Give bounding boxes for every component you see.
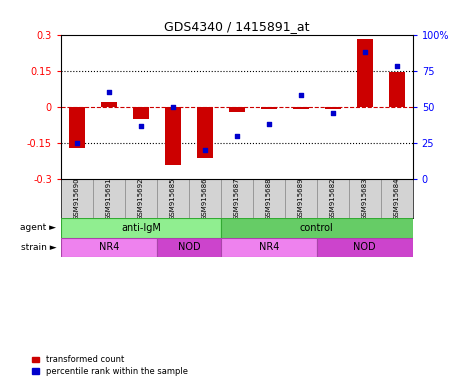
Text: GSM915686: GSM915686	[202, 177, 208, 220]
Text: NR4: NR4	[258, 242, 279, 252]
Text: control: control	[300, 223, 333, 233]
Bar	[133, 107, 149, 119]
Bar	[197, 107, 213, 157]
Text: GSM915685: GSM915685	[170, 177, 176, 220]
Text: GSM915683: GSM915683	[362, 177, 368, 220]
Point	[297, 92, 304, 98]
Point	[329, 109, 337, 116]
Title: GDS4340 / 1415891_at: GDS4340 / 1415891_at	[164, 20, 310, 33]
Point	[169, 104, 177, 110]
Bar	[357, 40, 373, 107]
Text: GSM915684: GSM915684	[394, 177, 400, 220]
Text: GSM915690: GSM915690	[74, 177, 80, 220]
Bar	[325, 107, 341, 109]
Point	[73, 140, 81, 146]
Bar	[61, 218, 221, 238]
Text: NR4: NR4	[99, 242, 119, 252]
Text: strain ►: strain ►	[21, 243, 56, 252]
Text: GSM915691: GSM915691	[106, 177, 112, 220]
Bar	[293, 107, 309, 109]
Bar	[229, 107, 245, 112]
Text: GSM915692: GSM915692	[138, 177, 144, 220]
Bar	[221, 238, 317, 257]
Text: GSM915687: GSM915687	[234, 177, 240, 220]
Point	[137, 122, 144, 129]
Bar	[69, 107, 85, 148]
Text: NOD: NOD	[354, 242, 376, 252]
Legend: transformed count, percentile rank within the sample: transformed count, percentile rank withi…	[32, 356, 188, 376]
Bar	[261, 107, 277, 109]
Text: agent ►: agent ►	[20, 223, 56, 232]
Bar	[61, 238, 157, 257]
Bar	[165, 107, 181, 165]
Text: GSM915688: GSM915688	[266, 177, 272, 220]
Point	[393, 63, 401, 70]
Text: NOD: NOD	[178, 242, 200, 252]
Bar	[389, 72, 405, 107]
Bar	[221, 218, 413, 238]
Text: GSM915689: GSM915689	[298, 177, 304, 220]
Point	[361, 49, 369, 55]
Point	[105, 89, 113, 96]
Text: GSM915682: GSM915682	[330, 177, 336, 220]
Text: anti-IgM: anti-IgM	[121, 223, 161, 233]
Bar	[317, 238, 413, 257]
Point	[265, 121, 272, 127]
Bar	[157, 238, 221, 257]
Point	[233, 133, 241, 139]
Bar	[101, 102, 117, 107]
Point	[201, 147, 209, 153]
